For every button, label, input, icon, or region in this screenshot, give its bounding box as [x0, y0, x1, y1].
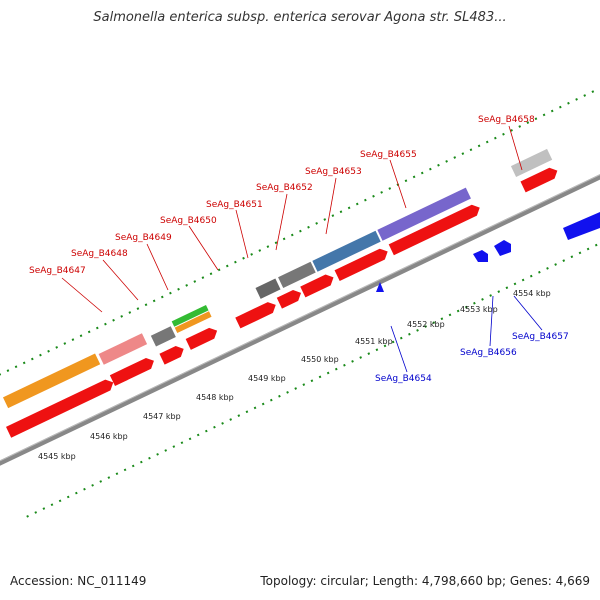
reverse-cds[interactable]: [376, 212, 600, 292]
gene-label-b4657[interactable]: SeAg_B4657: [512, 332, 569, 342]
gene-label-b4648[interactable]: SeAg_B4648: [71, 249, 128, 259]
gene-label-b4647[interactable]: SeAg_B4647: [29, 266, 86, 276]
cog-track: [2, 148, 553, 409]
forward-cds[interactable]: [5, 163, 560, 438]
gene-label-b4655[interactable]: SeAg_B4655: [360, 150, 417, 160]
backbone: [0, 150, 600, 474]
kbp-label: 4546 kbp: [90, 432, 128, 441]
map-title: Salmonella enterica subsp. enterica sero…: [93, 10, 507, 25]
kbp-label: 4545 kbp: [38, 452, 76, 461]
kbp-label: 4554 kbp: [513, 289, 551, 298]
kbp-label: 4551 kbp: [355, 337, 393, 346]
genome-summary-text: Topology: circular; Length: 4,798,660 bp…: [260, 574, 590, 588]
gene-label-b4652[interactable]: SeAg_B4652: [256, 183, 313, 193]
forward-leaders: [61, 125, 523, 313]
kbp-label: 4550 kbp: [301, 355, 339, 364]
outer-ruler: [0, 88, 599, 392]
kbp-label: 4548 kbp: [196, 393, 234, 402]
accession-text: Accession: NC_011149: [10, 574, 147, 588]
gene-label-b4650[interactable]: SeAg_B4650: [160, 216, 217, 226]
gene-label-b4653[interactable]: SeAg_B4653: [305, 167, 362, 177]
gene-label-b4651[interactable]: SeAg_B4651: [206, 200, 263, 210]
gene-label-b4658[interactable]: SeAg_B4658: [478, 115, 535, 125]
kbp-label: 4547 kbp: [143, 412, 181, 421]
gene-label-b4656[interactable]: SeAg_B4656: [460, 348, 517, 358]
kbp-label: 4549 kbp: [248, 374, 286, 383]
kbp-label: 4553 kbp: [460, 305, 498, 314]
gene-label-b4649[interactable]: SeAg_B4649: [115, 233, 172, 243]
gene-label-b4654[interactable]: SeAg_B4654: [375, 374, 432, 384]
kbp-label: 4552 kbp: [407, 320, 445, 329]
reverse-leaders: [390, 295, 543, 373]
